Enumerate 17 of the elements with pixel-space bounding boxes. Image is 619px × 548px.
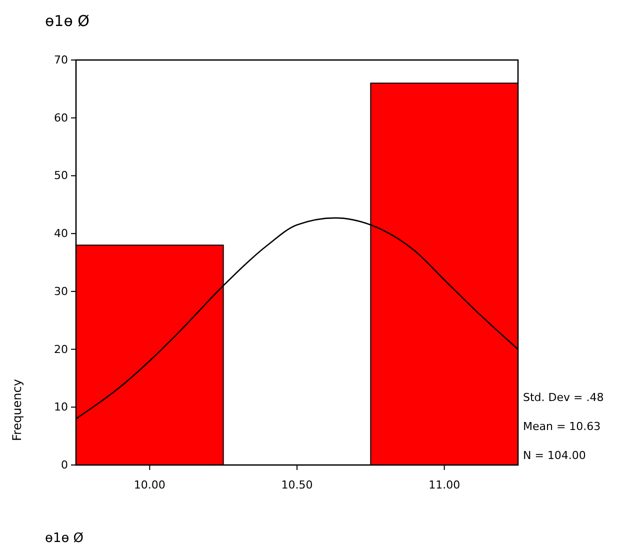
y-tick-label: 40 <box>54 227 68 240</box>
x-tick-label: 11.00 <box>428 478 460 492</box>
x-tick-label: 10.50 <box>281 478 313 492</box>
y-tick-label: 30 <box>54 284 68 298</box>
x-tick-label: 10.00 <box>134 478 166 492</box>
text: N = 104.00 <box>523 449 586 462</box>
y-tick-label: 60 <box>54 111 68 124</box>
y-tick-label: 50 <box>54 169 68 182</box>
y-tick-label: 0 <box>61 458 68 472</box>
text: Std. Dev = .48 <box>523 391 604 404</box>
text: Mean = 10.63 <box>523 420 601 433</box>
x-axis-title: ɵ1ɵ Ø <box>45 531 84 546</box>
y-tick-label: 10 <box>54 400 68 414</box>
chart-title: ɵ1ɵ Ø <box>45 12 90 30</box>
y-tick-label: 70 <box>54 54 68 67</box>
y-tick-label: 20 <box>54 342 68 356</box>
y-axis-title: Frequency <box>10 379 24 441</box>
